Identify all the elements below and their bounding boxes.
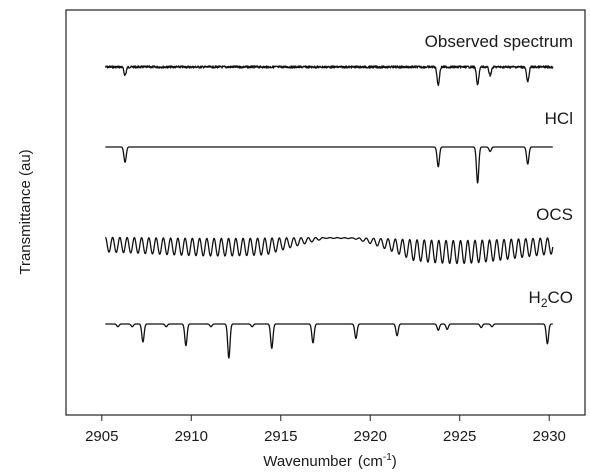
y-axis-title: Transmittance (au)	[17, 149, 34, 274]
x-axis-title-main: Wavenumber	[263, 453, 352, 470]
h2co-label-end: CO	[548, 288, 574, 307]
series-label-observed: Observed spectrum	[425, 32, 573, 51]
spectral-traces	[104, 65, 554, 359]
x-tick-label-2910: 2910	[175, 428, 208, 445]
x-tick-label-2905: 2905	[85, 428, 118, 445]
trace-h2co	[105, 323, 554, 359]
x-tick-label-2925: 2925	[443, 428, 476, 445]
x-axis-unit-close: )	[392, 453, 397, 470]
x-axis-unit-superscript: -1	[383, 452, 392, 463]
x-axis-tick-labels: 2905 2910 2915 2920 2925 2930	[85, 428, 566, 445]
trace-observed	[105, 65, 554, 87]
trace-ocs	[104, 236, 554, 265]
x-axis-unit-open: (cm	[358, 453, 383, 470]
series-label-h2co: H2CO	[529, 288, 573, 310]
series-label-ocs: OCS	[536, 205, 573, 224]
plot-frame	[65, 9, 586, 416]
h2co-label-subscript: 2	[541, 296, 548, 310]
series-label-hcl: HCl	[545, 109, 573, 128]
x-axis-title: Wavenumber (cm-1)	[263, 452, 397, 470]
x-tick-label-2930: 2930	[533, 428, 566, 445]
x-tick-label-2920: 2920	[354, 428, 387, 445]
h2co-label-main: H	[529, 288, 541, 307]
x-tick-label-2915: 2915	[264, 428, 297, 445]
x-axis-ticks	[101, 415, 550, 421]
trace-hcl	[105, 146, 554, 184]
